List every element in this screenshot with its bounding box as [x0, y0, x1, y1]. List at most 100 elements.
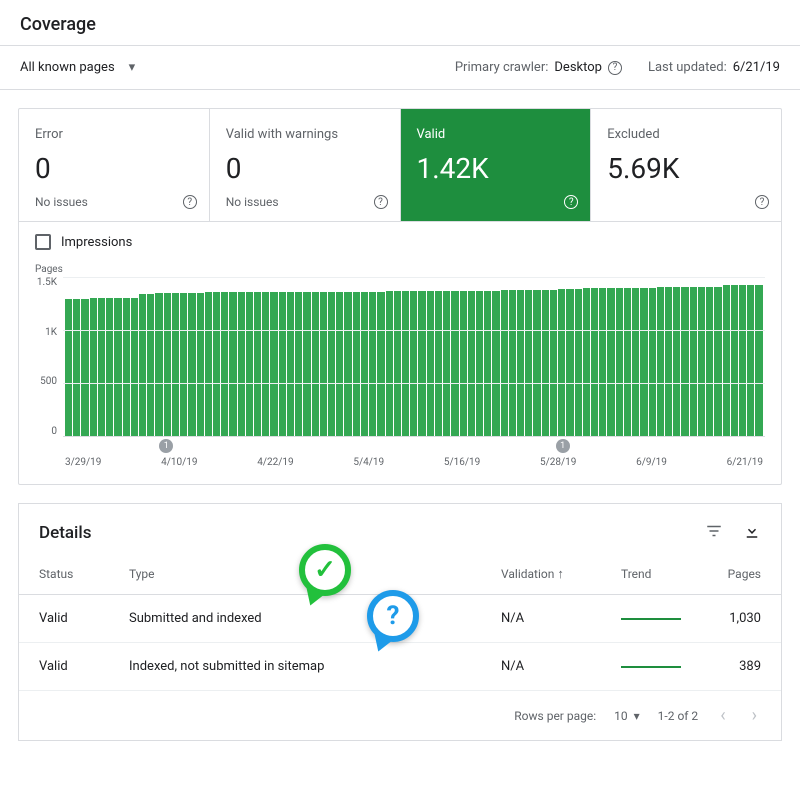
chart-bar — [657, 287, 664, 436]
chart-bar — [690, 287, 697, 436]
help-icon[interactable]: ? — [564, 195, 578, 209]
chart-bar — [213, 292, 220, 436]
status-card[interactable]: Valid with warnings0No issues? — [210, 109, 401, 221]
chart-event-marker[interactable]: 1 — [556, 439, 570, 453]
chart-bar — [147, 294, 154, 436]
cell-validation: N/A — [481, 595, 601, 643]
sort-asc-icon: ↑ — [557, 567, 564, 582]
chart-bar — [344, 292, 351, 436]
col-type[interactable]: Type — [109, 554, 481, 595]
x-axis: 3/29/194/10/194/22/195/4/195/16/195/28/1… — [63, 457, 765, 468]
chart-bar — [98, 298, 105, 436]
chart-bar — [303, 292, 310, 436]
chart-bar — [81, 299, 88, 436]
chart-bar — [649, 288, 656, 436]
chart-bar — [460, 291, 467, 436]
chart-bar — [155, 293, 162, 436]
x-tick: 5/4/19 — [353, 457, 384, 468]
chart-bar — [714, 287, 721, 436]
chart-bar — [673, 287, 680, 436]
card-label: Excluded — [607, 127, 765, 142]
status-card[interactable]: Excluded5.69K ? — [591, 109, 781, 221]
table-row[interactable]: ValidIndexed, not submitted in sitemapN/… — [19, 643, 781, 691]
status-card[interactable]: Error0No issues? — [19, 109, 210, 221]
help-icon[interactable]: ? — [755, 195, 769, 209]
chevron-down-icon: ▾ — [129, 60, 136, 75]
chart-bar — [254, 292, 261, 436]
chart-bar — [731, 285, 738, 436]
col-trend[interactable]: Trend — [601, 554, 701, 595]
cell-trend — [601, 643, 701, 691]
col-validation-label: Validation — [501, 567, 554, 581]
x-tick: 5/28/19 — [540, 457, 576, 468]
details-table: Status Type Validation ↑ Trend Pages Val… — [19, 554, 781, 691]
chart-bar — [476, 291, 483, 436]
chart-bar — [205, 292, 212, 436]
chart-bar — [525, 290, 532, 436]
chart-bar — [533, 290, 540, 436]
card-sub: No issues — [226, 195, 384, 209]
chart-bar — [451, 291, 458, 436]
chart-bar — [164, 293, 171, 436]
chart-bar — [369, 292, 376, 436]
col-pages[interactable]: Pages — [701, 554, 781, 595]
filter-icon[interactable] — [705, 522, 723, 544]
chart-bar — [188, 293, 195, 436]
chart-bar — [517, 290, 524, 436]
chart-bar — [65, 299, 72, 436]
details-title: Details — [39, 523, 91, 543]
chart-bar — [402, 291, 409, 436]
download-icon[interactable] — [743, 522, 761, 544]
chart-bar — [542, 290, 549, 436]
card-label: Valid — [417, 127, 575, 142]
chart-bar — [262, 292, 269, 436]
x-tick: 6/9/19 — [636, 457, 667, 468]
prev-page-button[interactable]: ‹ — [716, 705, 729, 726]
page-title: Coverage — [20, 14, 780, 35]
status-card[interactable]: Valid1.42K ? — [401, 109, 592, 221]
next-page-button[interactable]: › — [748, 705, 761, 726]
chart-bars — [63, 277, 765, 437]
chart-bar — [172, 293, 179, 436]
table-row[interactable]: ValidSubmitted and indexedN/A 1,030 — [19, 595, 781, 643]
chart-bar — [246, 292, 253, 436]
card-label: Valid with warnings — [226, 127, 384, 142]
chart-bar — [599, 288, 606, 436]
chart-bar — [739, 285, 746, 436]
chart-event-marker[interactable]: 1 — [159, 439, 173, 453]
col-validation[interactable]: Validation ↑ — [481, 554, 601, 595]
cell-status: Valid — [19, 595, 109, 643]
chart-bar — [484, 291, 491, 436]
last-updated-label: Last updated: — [648, 60, 727, 75]
chart-bar — [410, 291, 417, 436]
chart-bar — [139, 294, 146, 436]
chart-bar — [755, 285, 762, 436]
card-value: 0 — [35, 152, 193, 185]
page-range: 1-2 of 2 — [658, 709, 699, 723]
chart-bar — [681, 287, 688, 436]
y-tick: 0 — [35, 426, 57, 437]
chart-bar — [386, 291, 393, 436]
chart-bar — [591, 288, 598, 436]
cell-type: Submitted and indexed — [109, 595, 481, 643]
help-icon[interactable]: ? — [183, 195, 197, 209]
chart-markers: 11 — [63, 437, 765, 453]
col-status[interactable]: Status — [19, 554, 109, 595]
cell-pages: 389 — [701, 643, 781, 691]
chart-bar — [566, 289, 573, 436]
chart-bar — [501, 290, 508, 436]
chart-bar — [558, 289, 565, 436]
cell-pages: 1,030 — [701, 595, 781, 643]
cell-status: Valid — [19, 643, 109, 691]
rows-per-page-select[interactable]: 10 ▾ — [614, 709, 640, 723]
card-sub — [607, 195, 765, 209]
chart-bar — [361, 292, 368, 436]
impressions-checkbox[interactable] — [35, 234, 51, 250]
page-filter-label: All known pages — [20, 60, 115, 75]
chart-bar — [443, 291, 450, 436]
page-filter-dropdown[interactable]: All known pages ▾ — [20, 60, 135, 75]
help-icon[interactable]: ? — [608, 61, 622, 75]
x-tick: 4/10/19 — [161, 457, 197, 468]
help-icon[interactable]: ? — [374, 195, 388, 209]
cell-type: Indexed, not submitted in sitemap — [109, 643, 481, 691]
